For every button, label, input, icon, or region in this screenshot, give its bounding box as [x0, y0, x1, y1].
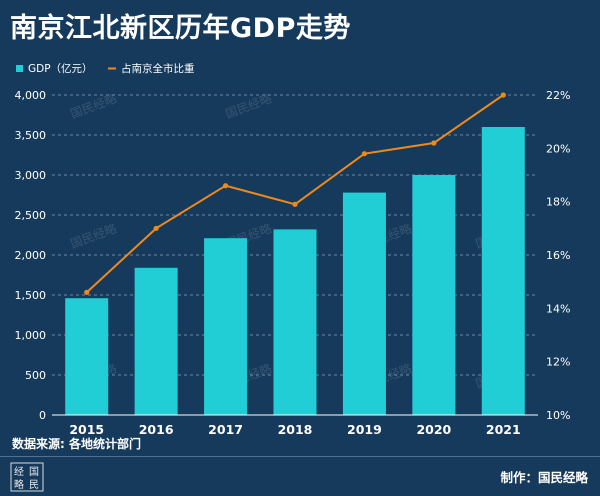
y2-tick-label-3: 16% [546, 249, 570, 262]
credit-text: 制作：国民经略 [500, 470, 588, 485]
x-tick-label-2015: 2015 [69, 422, 104, 437]
bar-2019 [342, 192, 386, 415]
chart-area: 国民经略国民经略国民经略国民经略国民经略国民经略国民经略国民经略国民经略国民经略… [15, 62, 571, 437]
share-point-2020 [431, 140, 437, 146]
bar-2017 [204, 238, 248, 415]
y2-tick-label-5: 20% [546, 142, 570, 155]
share-point-2015 [84, 289, 90, 295]
y-tick-label-1: 500 [25, 369, 46, 382]
watermark-2: 国民经略 [68, 221, 118, 252]
chart-title: 南京江北新区历年GDP走势 [10, 13, 351, 44]
x-tick-label-2021: 2021 [486, 422, 521, 437]
y-tick-label-0: 0 [39, 409, 46, 422]
y2-tick-label-2: 14% [546, 302, 570, 315]
share-point-2019 [361, 151, 368, 157]
share-point-2017 [222, 183, 229, 189]
y2-tick-label-4: 18% [546, 196, 570, 209]
y-tick-label-8: 4,000 [15, 89, 47, 102]
bar-2020 [412, 175, 456, 415]
y-tick-label-3: 1,500 [15, 289, 47, 302]
y2-tick-label-1: 12% [546, 356, 570, 369]
y2-tick-label-6: 22% [546, 89, 570, 102]
bar-2015 [65, 298, 109, 415]
legend-swatch-gdp [16, 65, 23, 72]
legend-label-gdp: GDP（亿元） [28, 62, 93, 75]
watermark-1: 国民经略 [223, 91, 273, 122]
y-tick-label-6: 3,000 [15, 169, 47, 182]
x-tick-label-2018: 2018 [278, 422, 313, 437]
y-tick-label-4: 2,000 [15, 249, 47, 262]
bar-2016 [134, 267, 178, 415]
logo-frame [10, 462, 44, 492]
watermark-0: 国民经略 [68, 91, 118, 122]
legend: GDP（亿元） 占南京全市比重 [16, 62, 195, 75]
logo-char-2: 国 [29, 466, 39, 478]
y2-tick-label-0: 10% [546, 409, 570, 422]
share-point-2021 [500, 92, 506, 98]
x-tick-label-2017: 2017 [208, 422, 243, 437]
bar-series [65, 127, 525, 415]
x-tick-label-2016: 2016 [139, 422, 174, 437]
bar-2018 [273, 229, 317, 415]
share-point-2016 [153, 225, 159, 231]
line-series [84, 92, 506, 295]
share-point-2018 [292, 201, 298, 207]
logo-char-1: 经 [14, 465, 24, 478]
y-tick-label-2: 1,000 [15, 329, 47, 342]
x-tick-label-2019: 2019 [347, 422, 382, 437]
logo-char-3: 略 [14, 478, 24, 491]
data-source: 数据来源: 各地统计部门 [12, 437, 141, 451]
x-tick-label-2020: 2020 [416, 422, 451, 437]
y-tick-label-7: 3,500 [15, 129, 47, 142]
legend-label-share: 占南京全市比重 [121, 62, 195, 75]
logo-char-4: 民 [29, 479, 39, 491]
axes: 0 500 1,000 1,500 2,000 2,500 3,000 3,500 4,000 1… [15, 89, 571, 437]
brand-logo: 经 国 略 民 [10, 462, 44, 492]
y-tick-label-5: 2,500 [15, 209, 47, 222]
bar-2021 [481, 127, 525, 415]
footer-divider [0, 456, 600, 457]
